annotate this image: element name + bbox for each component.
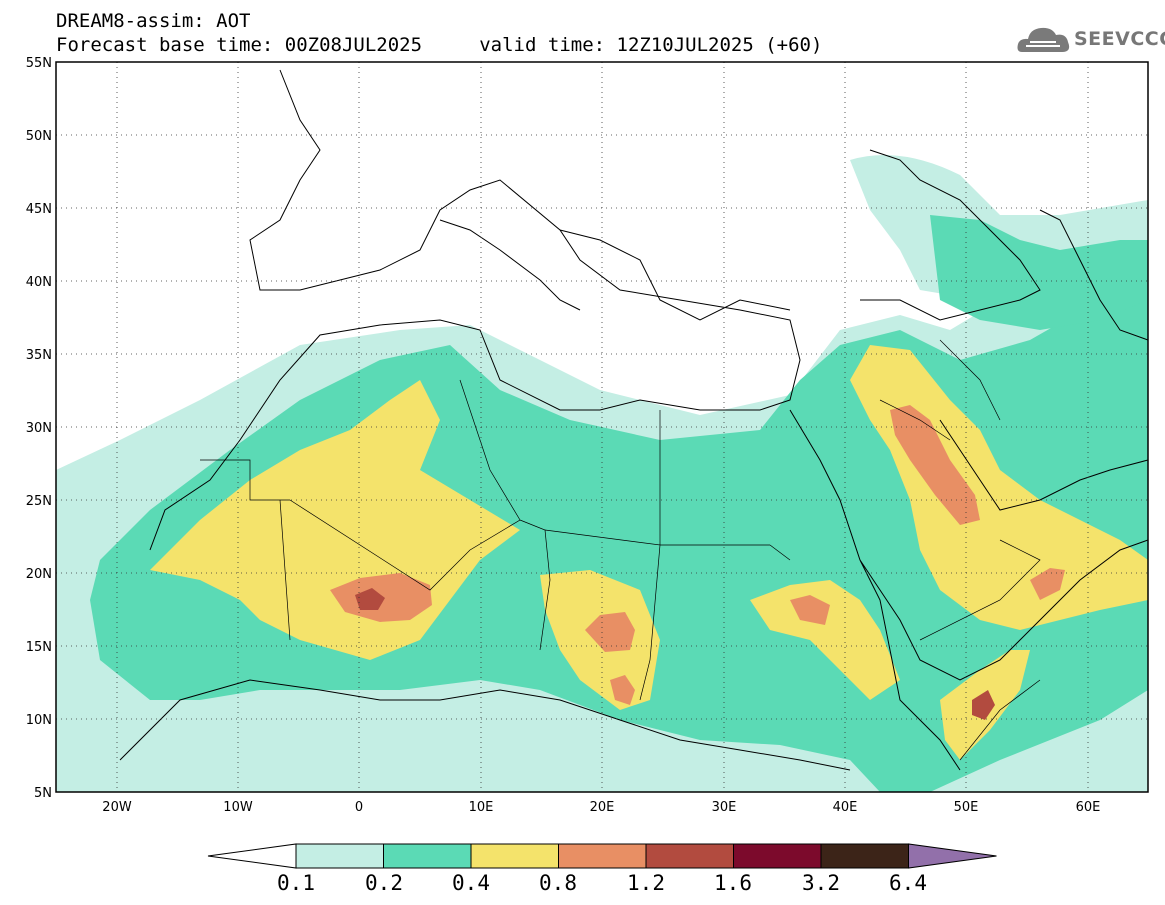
aot-0.8-iraq-region: [890, 405, 980, 525]
aot-1.2-region: [355, 588, 385, 610]
legend-swatch: [820, 843, 909, 869]
legend-label: 0.2: [365, 871, 403, 895]
lon-label: 10W: [223, 800, 253, 815]
lon-label: 0: [355, 800, 363, 815]
legend-label: 1.6: [714, 871, 752, 895]
lat-label: 55N: [26, 56, 52, 71]
legend-swatch: [558, 843, 647, 869]
map-frame: [55, 61, 1149, 793]
legend-high-arrow: [908, 843, 997, 869]
forecast-time-subtitle: Forecast base time: 00Z08JUL2025 valid t…: [56, 34, 823, 56]
legend-swatch: [295, 843, 384, 869]
lat-label: 15N: [26, 640, 52, 655]
aot-0.8-chad-region: [585, 612, 635, 652]
lat-lon-grid: [56, 62, 1148, 792]
legend-label: 0.8: [539, 871, 577, 895]
seevccc-logo: SEEVCCC: [1016, 20, 1165, 60]
lat-label: 20N: [26, 567, 52, 582]
lat-label: 30N: [26, 421, 52, 436]
lat-label: 40N: [26, 275, 52, 290]
lon-label: 30E: [712, 800, 737, 815]
lat-label: 35N: [26, 348, 52, 363]
lon-label: 50E: [954, 800, 979, 815]
lon-labels: 20W 10W 0 10E 20E 30E 40E 50E 60E: [102, 800, 1100, 815]
legend-swatch: [645, 843, 734, 869]
lat-labels: 5N 10N 15N 20N 25N 30N 35N 40N 45N 50N 5…: [26, 56, 52, 801]
lon-label: 10E: [469, 800, 494, 815]
country-borders: [200, 339, 1041, 761]
legend-label: 6.4: [889, 871, 927, 895]
legend-label: 0.1: [277, 871, 315, 895]
aot-0.8-darfur-region: [610, 675, 635, 705]
legend-label: 1.2: [627, 871, 665, 895]
logo-text: SEEVCCC: [1074, 28, 1165, 50]
aot-0.4-sudan-region: [750, 580, 900, 700]
coastlines: [119, 69, 1148, 771]
lat-label: 10N: [26, 713, 52, 728]
lat-label: 50N: [26, 129, 52, 144]
map-title: DREAM8-assim: AOT: [56, 10, 251, 32]
legend-label: 3.2: [802, 871, 840, 895]
lon-label: 40E: [833, 800, 858, 815]
lon-label: 60E: [1076, 800, 1101, 815]
legend-swatch: [470, 843, 559, 869]
legend-low-arrow: [207, 843, 297, 869]
aot-0.2-caspian-region: [930, 215, 1148, 330]
legend-swatch: [733, 843, 822, 869]
lat-label: 45N: [26, 202, 52, 217]
legend-swatch: [383, 843, 472, 869]
lon-label: 20W: [102, 800, 132, 815]
legend-colorbar: [207, 843, 997, 869]
legend-labels: 0.1 0.2 0.4 0.8 1.2 1.6 3.2 6.4: [277, 871, 927, 895]
aot-1.2-somalia-region: [972, 690, 995, 720]
lon-label: 20E: [590, 800, 615, 815]
lat-label: 25N: [26, 494, 52, 509]
lat-label: 5N: [34, 786, 52, 801]
cloud-icon: [1017, 27, 1070, 52]
aot-0.8-oman-region: [1030, 568, 1065, 600]
aot-0.8-sudan-region: [790, 595, 830, 625]
legend-label: 0.4: [452, 871, 490, 895]
